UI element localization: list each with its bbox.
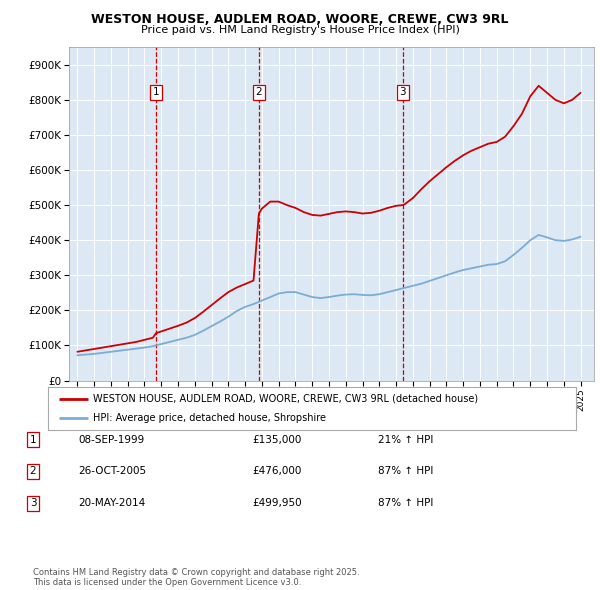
Text: 26-OCT-2005: 26-OCT-2005: [78, 467, 146, 476]
Text: 3: 3: [29, 499, 37, 508]
Text: 2: 2: [256, 87, 262, 97]
Text: 20-MAY-2014: 20-MAY-2014: [78, 499, 145, 508]
Text: WESTON HOUSE, AUDLEM ROAD, WOORE, CREWE, CW3 9RL (detached house): WESTON HOUSE, AUDLEM ROAD, WOORE, CREWE,…: [93, 394, 478, 404]
Text: Contains HM Land Registry data © Crown copyright and database right 2025.
This d: Contains HM Land Registry data © Crown c…: [33, 568, 359, 587]
Text: £135,000: £135,000: [252, 435, 301, 444]
Text: £499,950: £499,950: [252, 499, 302, 508]
Text: 2: 2: [29, 467, 37, 476]
Text: 87% ↑ HPI: 87% ↑ HPI: [378, 467, 433, 476]
Text: 1: 1: [29, 435, 37, 444]
Text: £476,000: £476,000: [252, 467, 301, 476]
Text: 1: 1: [153, 87, 160, 97]
Text: WESTON HOUSE, AUDLEM ROAD, WOORE, CREWE, CW3 9RL: WESTON HOUSE, AUDLEM ROAD, WOORE, CREWE,…: [91, 13, 509, 26]
Text: 3: 3: [400, 87, 406, 97]
Text: HPI: Average price, detached house, Shropshire: HPI: Average price, detached house, Shro…: [93, 413, 326, 423]
Text: Price paid vs. HM Land Registry's House Price Index (HPI): Price paid vs. HM Land Registry's House …: [140, 25, 460, 35]
Text: 21% ↑ HPI: 21% ↑ HPI: [378, 435, 433, 444]
Text: 08-SEP-1999: 08-SEP-1999: [78, 435, 144, 444]
Text: 87% ↑ HPI: 87% ↑ HPI: [378, 499, 433, 508]
